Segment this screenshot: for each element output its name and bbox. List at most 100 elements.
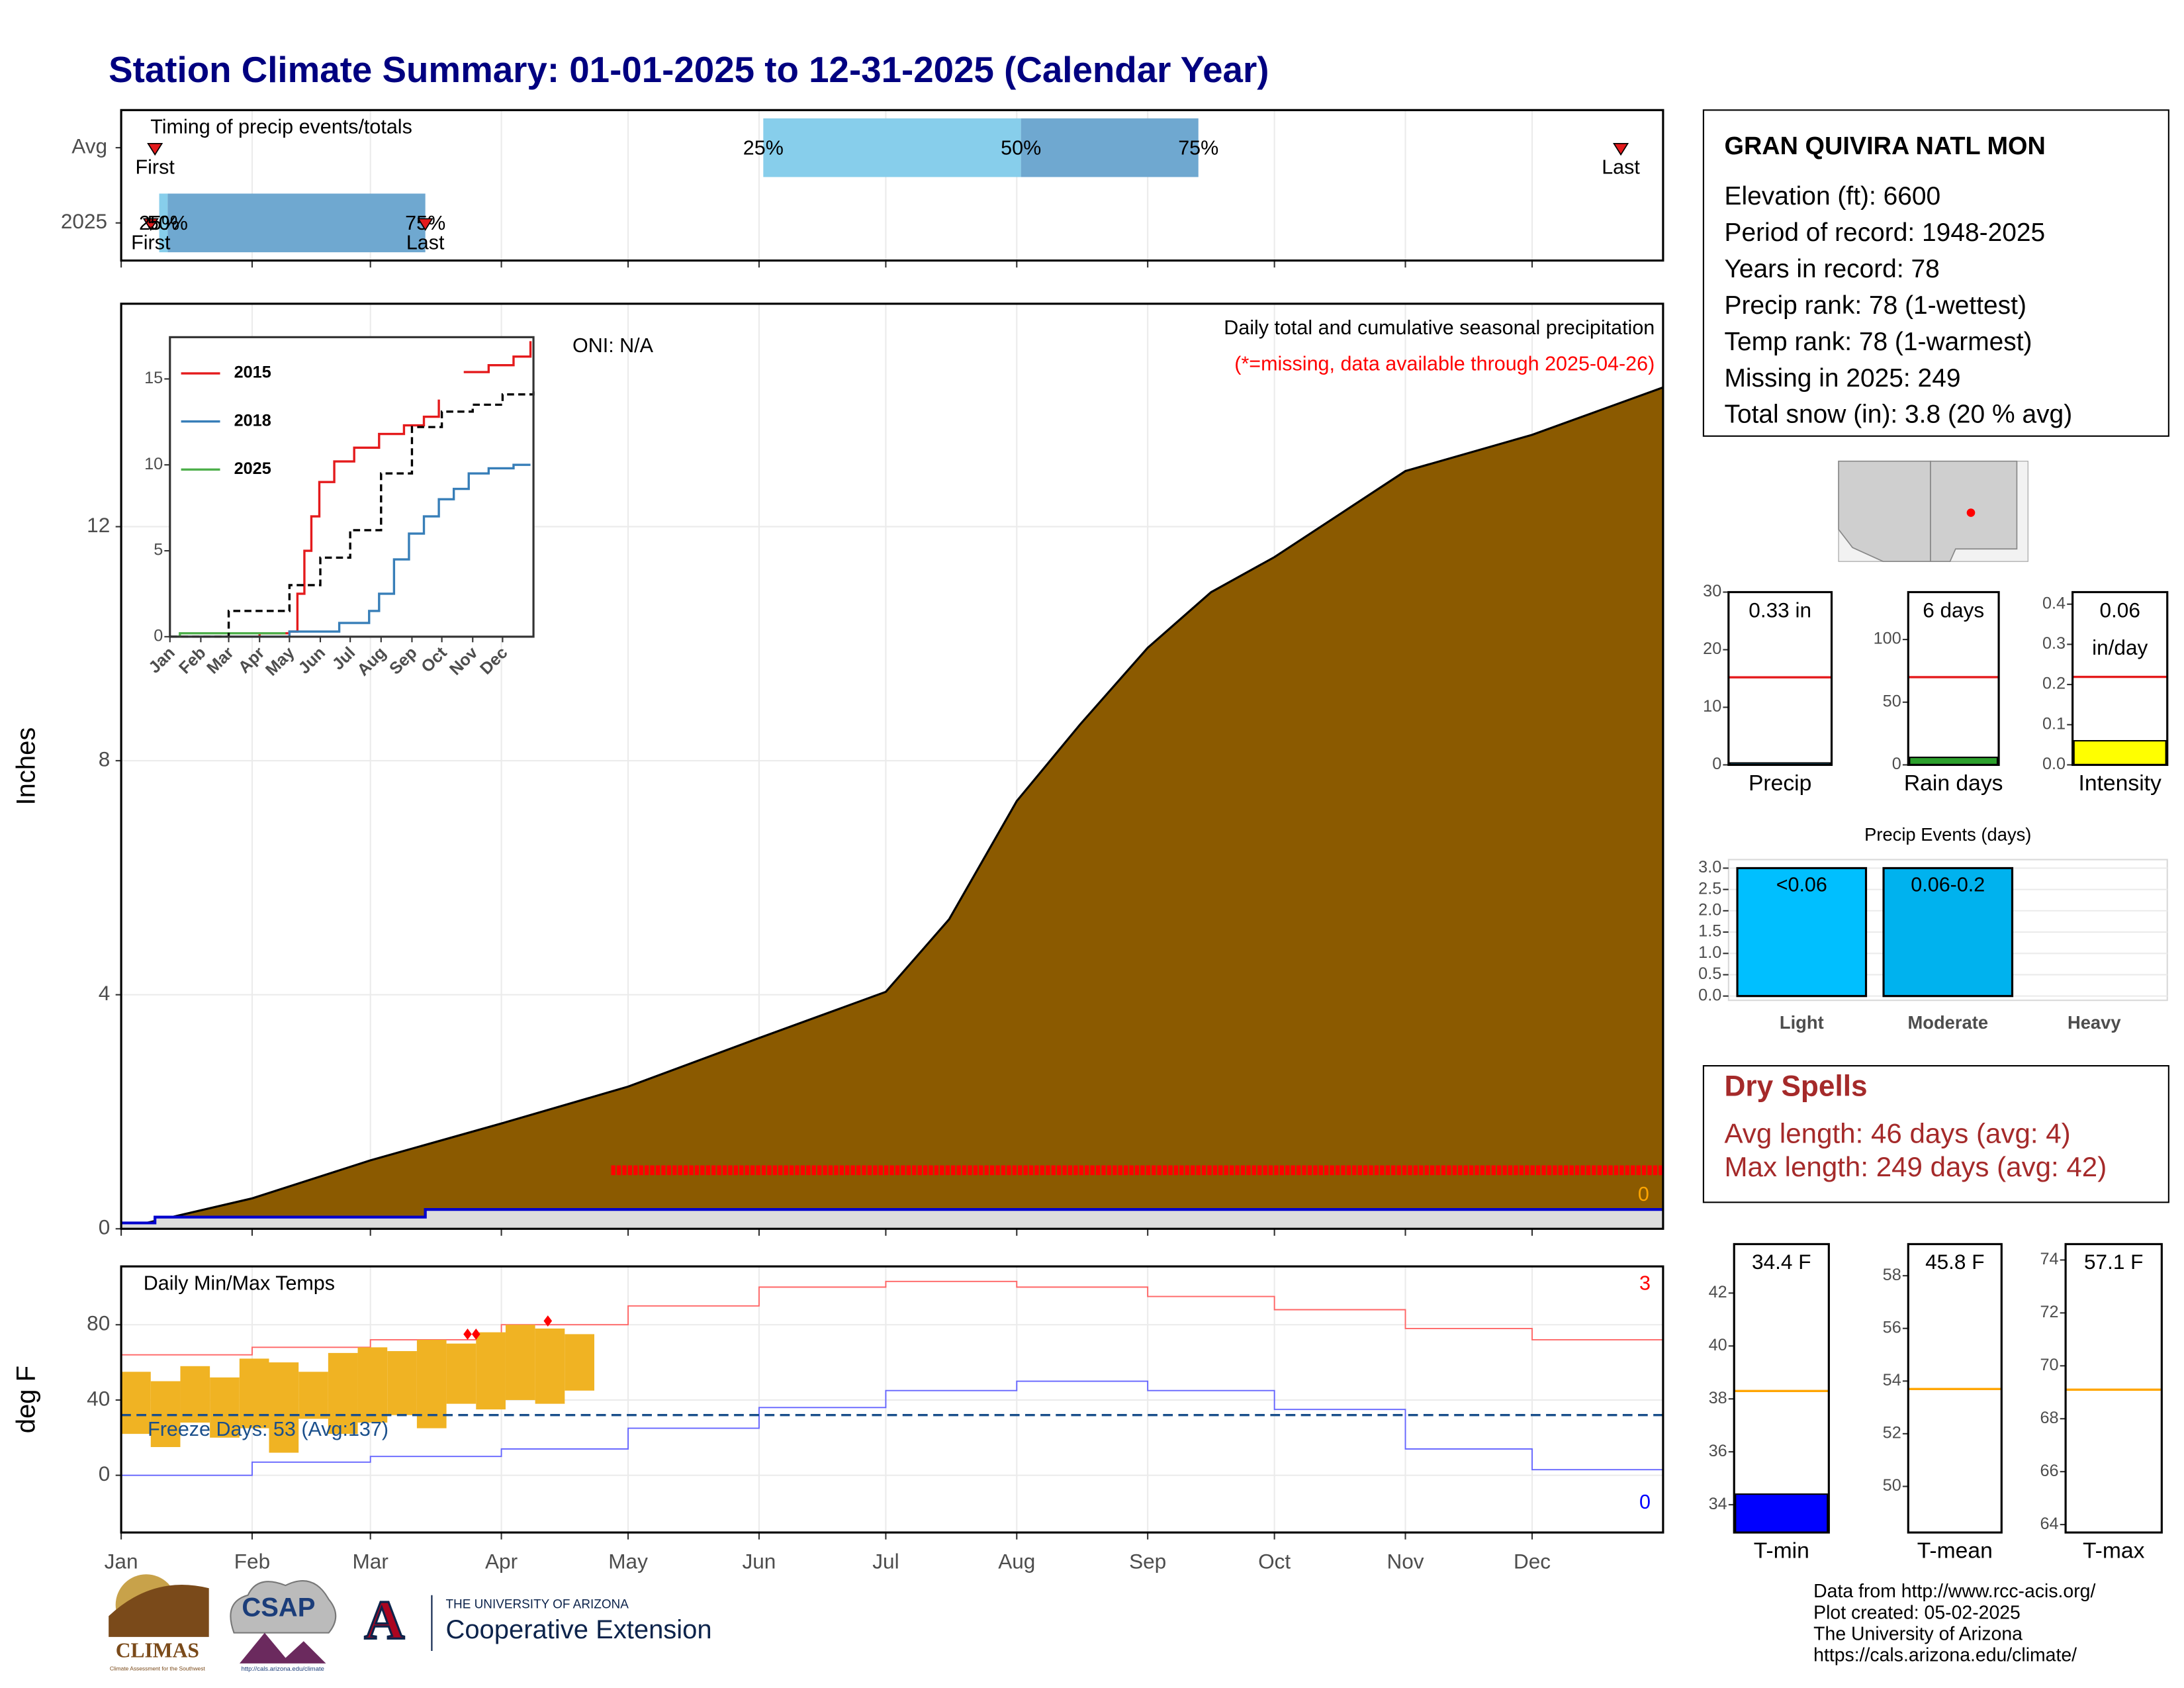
y-tick-label: 80 — [87, 1311, 110, 1335]
quantile-band — [1021, 118, 1199, 177]
x-tick-label: Aug — [998, 1550, 1035, 1573]
y-tick-label: 50 — [1883, 692, 1901, 710]
row-label: 2025 — [61, 209, 107, 233]
footer-line: Data from http://www.rcc-acis.org/ — [1813, 1581, 2095, 1602]
series-line — [169, 390, 535, 638]
y-tick-label: 34 — [1709, 1495, 1727, 1513]
y-tick-label: 0 — [1892, 755, 1901, 773]
extension-name: Cooperative Extension — [445, 1615, 711, 1644]
climas-name: CLIMAS — [116, 1638, 199, 1662]
x-tick-label: Feb — [234, 1550, 270, 1573]
y-tick-label: 8 — [99, 747, 111, 771]
series-line — [463, 341, 532, 373]
panel-title: Daily Min/Max Temps — [144, 1272, 335, 1295]
event-label: First — [131, 231, 171, 254]
csap-cloud — [230, 1580, 337, 1634]
panel-background — [169, 337, 534, 637]
dry-spell-line: Max length: 249 days (avg: 42) — [1724, 1151, 2107, 1182]
footer-line: Plot created: 05-02-2025 — [1813, 1602, 2021, 1623]
daily-range — [565, 1334, 594, 1391]
page-title: Station Climate Summary: 01-01-2025 to 1… — [109, 49, 1269, 90]
university-name: THE UNIVERSITY OF ARIZONA — [445, 1598, 629, 1612]
bin-label: 0.06-0.2 — [1911, 874, 1985, 896]
x-tick-label: Light — [1780, 1012, 1824, 1033]
panel-title: Daily total and cumulative seasonal prec… — [1224, 316, 1655, 339]
value-label: 6 days — [1923, 598, 1984, 622]
y-axis-title: Inches — [12, 727, 41, 806]
x-tick-label: Apr — [485, 1550, 518, 1573]
event-bar — [1736, 867, 1868, 998]
daily-range — [239, 1358, 269, 1429]
category-label: T-min — [1754, 1538, 1809, 1563]
csap-mountains — [239, 1632, 326, 1664]
daily-range — [357, 1347, 388, 1423]
station-line: Elevation (ft): 6600 — [1724, 182, 1940, 211]
record-high — [471, 1329, 480, 1340]
panel-background — [2072, 592, 2167, 765]
dry-spell-line: Avg length: 46 days (avg: 4) — [1724, 1117, 2070, 1149]
station-line: Total snow (in): 3.8 (20 % avg) — [1724, 400, 2072, 429]
quantile-label: 50% — [1001, 136, 1041, 159]
y-tick-label: 40 — [87, 1386, 110, 1410]
y-tick-label: 50 — [1883, 1476, 1901, 1495]
y-tick-label: 74 — [2040, 1250, 2058, 1268]
dry-spells-box — [1702, 1064, 2169, 1203]
daily-range — [180, 1366, 210, 1423]
value-bar — [2073, 739, 2167, 765]
panel-title: Precip Events (days) — [1864, 824, 2031, 845]
value-bar — [1909, 757, 1999, 765]
x-tick-label: Oct — [1258, 1550, 1291, 1573]
cumulative-line — [120, 386, 1664, 1230]
panel-background — [1734, 1244, 1829, 1533]
y-tick-label: 0.0 — [1698, 986, 1721, 1004]
station-location — [1966, 508, 1976, 517]
category-label: Rain days — [1904, 771, 2003, 796]
panel-border — [169, 336, 535, 638]
y-tick-label: 10 — [1703, 697, 1721, 716]
quantile-band — [763, 118, 1021, 177]
y-tick-label: 0.3 — [2042, 634, 2066, 653]
x-tick-label: May — [608, 1550, 648, 1573]
y-tick-label: 3.0 — [1698, 858, 1721, 876]
daily-range — [121, 1372, 151, 1434]
quantile-label: 25% — [139, 212, 179, 234]
quantile-label: 50% — [148, 212, 188, 234]
footer: Data from http://www.rcc-acis.org/Plot c… — [1813, 1581, 2095, 1666]
station-lines: Elevation (ft): 6600 Period of record: 19… — [1724, 182, 2072, 429]
y-tick-label: 66 — [2040, 1462, 2058, 1480]
y-tick-label: 72 — [2040, 1303, 2058, 1321]
y-tick-label: 4 — [99, 981, 111, 1005]
panel-border — [1907, 590, 2000, 767]
quantile-label: 25% — [743, 136, 784, 159]
dry-spells-lines: Avg length: 46 days (avg: 4)Max length: … — [1724, 1117, 2107, 1182]
y-tick-label: 0.2 — [2042, 675, 2066, 693]
y-tick-label: 2.5 — [1698, 879, 1721, 898]
y-tick-label: 0.1 — [2042, 714, 2066, 733]
category-label: Intensity — [2079, 771, 2162, 796]
station-name: GRAN QUIVIRA NATL MON — [1724, 132, 2045, 160]
y-tick-label: 0.0 — [2042, 755, 2066, 773]
y-tick-label: 100 — [1874, 630, 1901, 648]
x-tick-label: Dec — [1514, 1550, 1551, 1573]
panel-title: Timing of precip events/totals — [150, 116, 412, 138]
daily-range — [387, 1351, 417, 1415]
value-label: 0.06 — [2099, 598, 2140, 622]
locator-map — [1838, 460, 2028, 563]
x-tick-label: Nov — [1387, 1550, 1424, 1573]
bin-label: <0.06 — [1776, 874, 1827, 896]
x-tick-label: Jan — [105, 1550, 138, 1573]
y-tick-label: 20 — [1703, 639, 1721, 658]
y-tick-label: 0 — [99, 1215, 111, 1239]
category-label: Precip — [1749, 771, 1811, 796]
footer-line: https://cals.arizona.edu/climate/ — [1813, 1645, 2077, 1666]
y-tick-label: 5 — [154, 541, 163, 559]
event-marker — [1613, 142, 1629, 156]
x-tick-label: Jul — [872, 1550, 899, 1573]
daily-range — [210, 1377, 240, 1438]
y-tick-label: 1.0 — [1698, 943, 1721, 962]
csap-name: CSAP — [242, 1593, 315, 1622]
y-tick-label: 58 — [1883, 1266, 1901, 1284]
y-tick-label: 0.5 — [1698, 964, 1721, 983]
daily-range — [328, 1352, 358, 1434]
